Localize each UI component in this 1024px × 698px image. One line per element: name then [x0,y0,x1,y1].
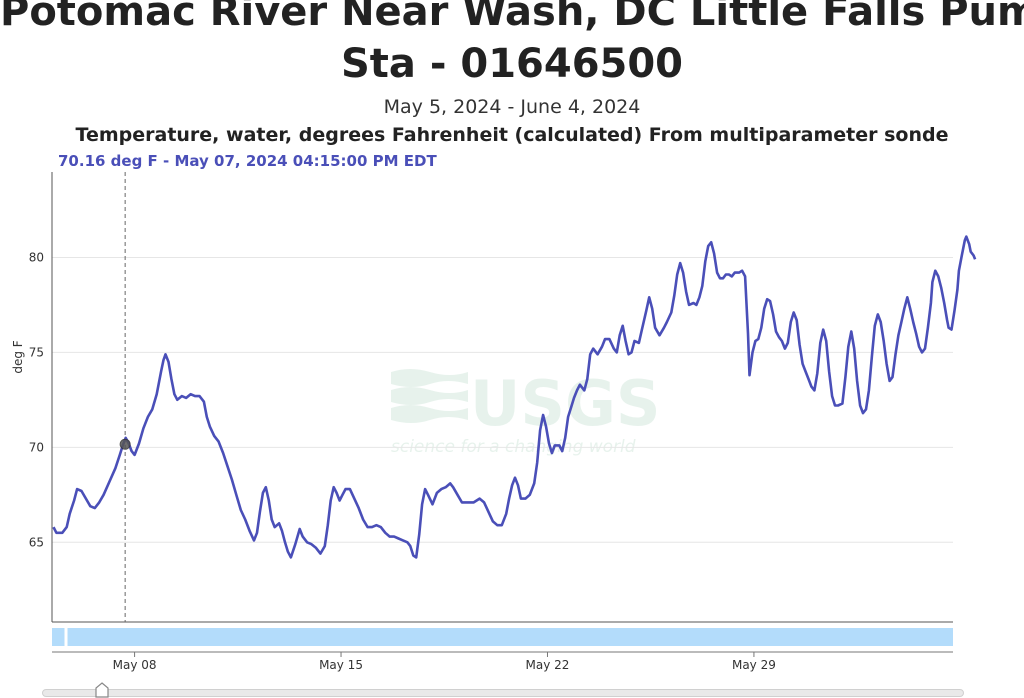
x-tick-label: May 22 [526,658,570,672]
y-tick-label: 70 [29,440,44,454]
y-tick-label: 80 [29,250,44,264]
temperature-chart[interactable]: USGS science for a changing world 65 70 75… [0,0,1024,680]
x-tick-label: May 15 [319,658,363,672]
y-axis-title: deg F [11,340,25,373]
usgs-logo-waves [391,369,468,423]
navigator-range[interactable] [52,628,953,646]
navigator[interactable] [52,628,953,646]
x-axis: May 08 May 15 May 22 May 29 [113,652,776,672]
hover-point-marker [120,439,130,449]
x-tick-label: May 08 [113,658,157,672]
y-tick-label: 75 [29,345,44,359]
usgs-watermark: USGS science for a changing world [391,367,661,457]
zoom-slider-thumb[interactable] [94,682,110,698]
y-axis: 65 70 75 80 [29,250,44,549]
x-tick-label: May 29 [732,658,776,672]
zoom-slider-track[interactable] [42,689,964,697]
y-tick-label: 65 [29,535,44,549]
